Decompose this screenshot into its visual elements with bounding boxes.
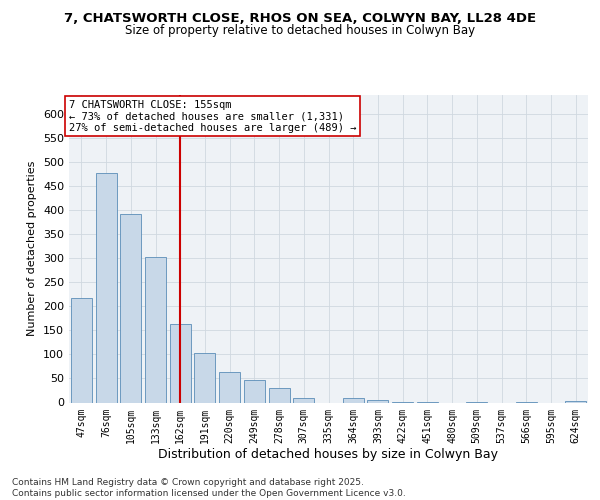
Bar [170,324,191,402]
Text: Contains HM Land Registry data © Crown copyright and database right 2025.
Contai: Contains HM Land Registry data © Crown c… [12,478,406,498]
Bar [367,400,388,402]
Bar [194,352,215,403]
Bar [269,388,290,402]
Text: 7 CHATSWORTH CLOSE: 155sqm
← 73% of detached houses are smaller (1,331)
27% of s: 7 CHATSWORTH CLOSE: 155sqm ← 73% of deta… [69,100,356,133]
Bar [293,398,314,402]
Bar [120,214,141,402]
Bar [95,173,116,402]
Bar [244,380,265,402]
Bar [71,298,92,403]
Text: Size of property relative to detached houses in Colwyn Bay: Size of property relative to detached ho… [125,24,475,37]
Bar [565,400,586,402]
Bar [145,257,166,402]
Y-axis label: Number of detached properties: Number of detached properties [28,161,37,336]
Bar [219,372,240,402]
Text: 7, CHATSWORTH CLOSE, RHOS ON SEA, COLWYN BAY, LL28 4DE: 7, CHATSWORTH CLOSE, RHOS ON SEA, COLWYN… [64,12,536,26]
Bar [343,398,364,402]
X-axis label: Distribution of detached houses by size in Colwyn Bay: Distribution of detached houses by size … [158,448,499,461]
